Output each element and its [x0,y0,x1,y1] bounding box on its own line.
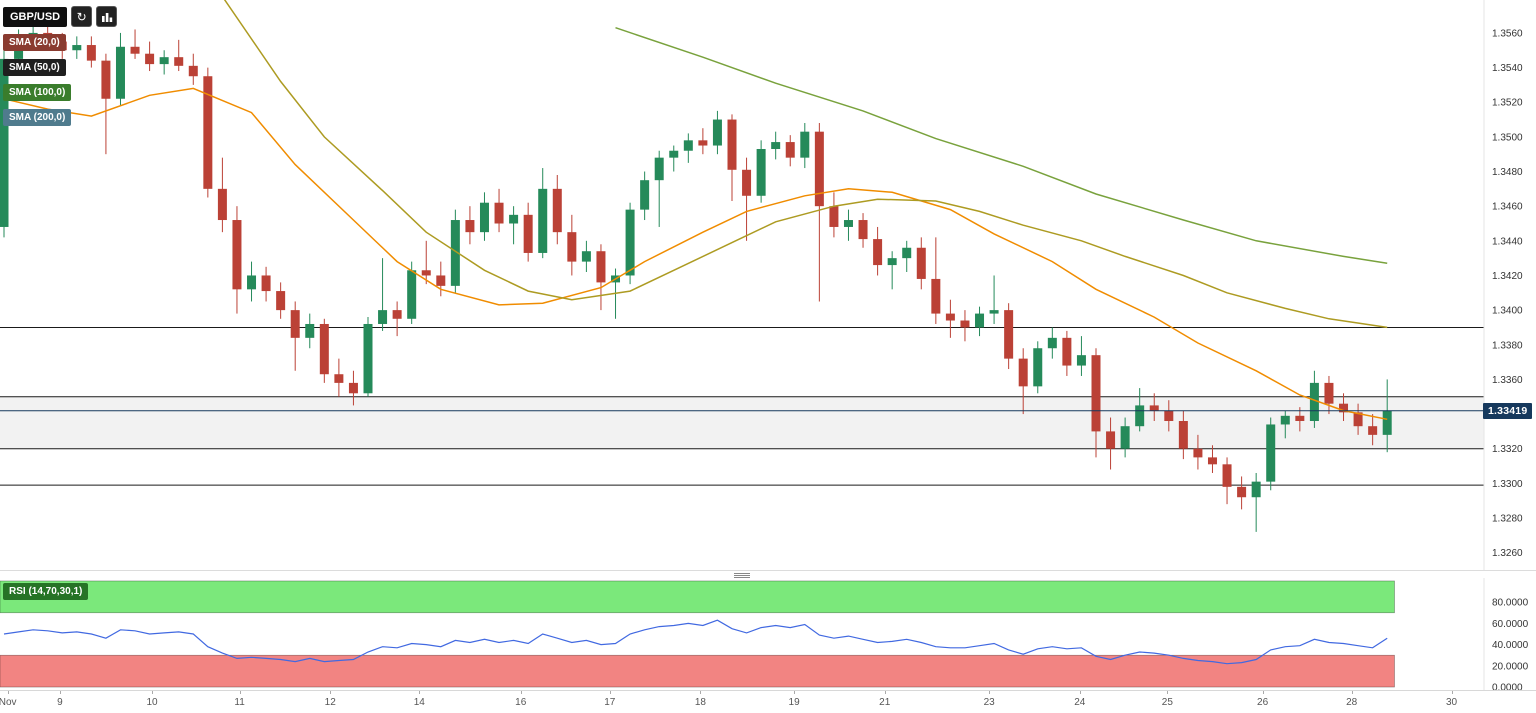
refresh-icon: ↻ [76,9,87,24]
price-axis-label: 1.3360 [1492,375,1523,386]
price-axis-label: 1.3380 [1492,340,1523,351]
bar-chart-icon [101,12,112,22]
sma-100-line[interactable] [615,26,1388,265]
time-axis-tick [1167,691,1169,694]
chart-grid-button[interactable] [96,6,118,27]
time-axis-label: 17 [604,697,616,708]
time-axis-label: 12 [324,697,336,708]
time-axis-label: 19 [788,697,800,708]
price-axis-label: 1.3520 [1492,98,1523,109]
divider-grip-icon[interactable] [734,573,750,578]
time-axis-label: 24 [1074,697,1086,708]
time-axis-label: 28 [1346,697,1358,708]
rsi-line [3,619,1388,665]
highlight-zone [0,396,1484,449]
rsi-axis-label: 40.0000 [1492,640,1529,651]
rsi-axis-label: 60.0000 [1492,619,1529,630]
time-axis-label: 23 [983,697,995,708]
time-axis-tick [239,691,241,694]
time-axis-label: 10 [146,697,158,708]
time-axis-label: 30 [1445,697,1458,708]
price-axis-label: 1.3260 [1492,548,1523,559]
time-axis-tick [884,691,886,694]
refresh-button[interactable]: ↻ [71,6,93,27]
panel-divider[interactable] [0,570,1536,578]
time-axis-tick [989,691,991,694]
time-axis-label: 25 [1161,697,1173,708]
rsi-overbought-band [0,580,1395,614]
price-axis-label: 1.3280 [1492,514,1523,525]
main-price-chart[interactable]: 1.3560 1.3540 1.3520 1.3500 1.3480 1.3460 1.34… [0,0,1536,570]
time-axis[interactable]: Nov 9 10 11 12 14 16 17 18 19 21 23 24 25 26 28 30 [0,690,1536,713]
sma-20-line[interactable] [3,87,1388,421]
price-axis-label: 1.3480 [1492,167,1523,178]
rsi-panel[interactable]: 80.0000 60.0000 40.0000 20.0000 0.0000 [0,578,1536,690]
sma-200-badge[interactable]: SMA (200,0) [3,109,72,126]
time-axis-label: 26 [1257,697,1269,708]
time-axis-tick [59,691,61,694]
time-axis-tick [609,691,611,694]
sma-50-line[interactable] [222,0,1388,329]
price-axis-label: 1.3540 [1492,63,1523,74]
time-axis-tick [520,691,522,694]
sma-100-badge[interactable]: SMA (100,0) [3,84,72,101]
time-axis-tick [152,691,154,694]
current-price-tag: 1.33419 [1483,402,1533,419]
time-axis-tick [419,691,421,694]
time-axis-label: 11 [234,697,245,708]
rsi-axis-label: 80.0000 [1492,598,1529,609]
price-axis-label: 1.3300 [1492,479,1523,490]
time-axis-tick [700,691,702,694]
time-axis-label: 18 [694,697,706,708]
indicator-legend: SMA (20,0) SMA (50,0) SMA (100,0) SMA (2… [3,34,72,126]
time-axis-label: 21 [879,697,891,708]
time-axis-label: 16 [515,697,527,708]
price-axis-label: 1.3560 [1492,28,1523,39]
candles-layer [0,19,1392,532]
time-axis-tick [1262,691,1264,694]
time-axis-tick [1351,691,1353,694]
price-axis-label: 1.3500 [1492,132,1523,143]
symbol-button[interactable]: GBP/USD [3,6,68,27]
sma-20-badge[interactable]: SMA (20,0) [3,34,66,51]
price-axis-label: 1.3460 [1492,202,1523,213]
rsi-axis-label: 20.0000 [1492,661,1529,672]
rsi-axis-label: 0.0000 [1492,683,1523,690]
time-axis-tick [330,691,332,694]
price-axis-label: 1.3440 [1492,236,1523,247]
rsi-badge[interactable]: RSI (14,70,30,1) [3,583,89,600]
sma-50-badge[interactable]: SMA (50,0) [3,59,66,76]
time-axis-tick [1079,691,1081,694]
rsi-oversold-band [0,654,1395,688]
time-axis-tick [794,691,796,694]
time-axis-label: Nov [0,697,17,708]
time-axis-tick [1451,691,1453,694]
price-axis-label: 1.3400 [1492,306,1523,317]
chart-toolbar: GBP/USD ↻ [3,6,118,27]
time-axis-tick [7,691,9,694]
time-axis-label: 9 [57,697,63,708]
price-axis-label: 1.3320 [1492,444,1523,455]
time-axis-label: 14 [413,697,425,708]
price-axis-label: 1.3420 [1492,271,1523,282]
